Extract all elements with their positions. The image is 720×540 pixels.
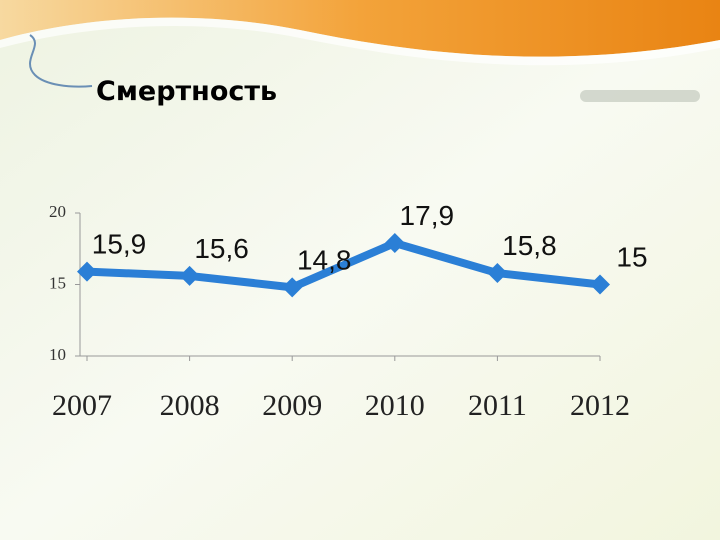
value-label: 14,8 [297, 244, 352, 275]
decor-arrow [29, 34, 93, 88]
header-stripe [0, 17, 720, 66]
x-tick-label: 2009 [262, 389, 322, 422]
value-label: 17,9 [400, 200, 455, 231]
decor-bar [580, 90, 700, 102]
x-tick-label: 2011 [468, 389, 527, 422]
data-point [282, 277, 303, 298]
data-point [384, 233, 405, 254]
x-tick-label: 2007 [52, 389, 112, 422]
value-label: 15,9 [92, 229, 147, 260]
y-tick-label: 10 [49, 345, 66, 364]
value-label: 15 [616, 242, 647, 273]
data-point [487, 263, 508, 284]
data-point [179, 265, 200, 286]
header-band [0, 0, 720, 57]
value-label: 15,6 [194, 233, 249, 264]
data-point [77, 261, 97, 282]
data-point [590, 274, 610, 295]
x-tick-label: 2010 [365, 389, 425, 422]
chart-title: Смертность [96, 76, 277, 107]
y-tick-label: 20 [49, 202, 66, 221]
x-tick-label: 2008 [160, 389, 220, 422]
x-tick-label: 2012 [570, 389, 630, 422]
value-label: 15,8 [502, 230, 557, 261]
data-line [86, 239, 601, 292]
y-tick-label: 15 [49, 273, 66, 292]
